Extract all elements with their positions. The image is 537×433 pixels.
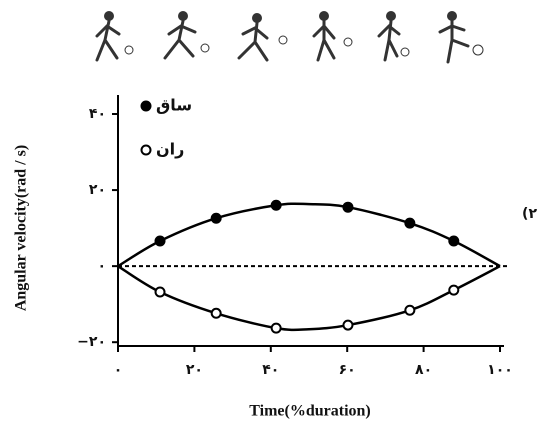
y-tick-label: ۰ (97, 258, 106, 274)
data-point (404, 304, 416, 316)
y-tick-label: ۴۰ (89, 106, 106, 122)
y-axis-title: Angular velocity(rad / s) (13, 145, 30, 311)
data-point (270, 199, 282, 211)
x-axis-title: Time(%duration) (249, 403, 370, 420)
legend-label: ساق (156, 96, 192, 115)
fit-curve (117, 265, 501, 332)
x-tick-label: ۱۰۰ (487, 362, 513, 378)
x-tick-label: ۲۰ (186, 362, 203, 378)
data-point (270, 322, 282, 334)
fit-curve (117, 202, 501, 268)
legend-marker (140, 144, 152, 156)
y-tick-label: ۲۰ (89, 182, 106, 198)
data-point (154, 235, 166, 247)
data-point (448, 235, 460, 247)
data-point (210, 212, 222, 224)
data-point (210, 307, 222, 319)
athlete-figures (95, 11, 484, 64)
x-tick-label: ۶۰ (339, 362, 356, 378)
x-tick-label: ۴۰ (262, 362, 279, 378)
legend-marker (140, 100, 152, 112)
x-tick-label: ۰ (114, 362, 123, 378)
data-point (154, 286, 166, 298)
data-point (404, 217, 416, 229)
legend-label: ران (156, 140, 184, 159)
y-tick-label: −۲۰ (77, 334, 106, 350)
x-tick-label: ۸۰ (415, 362, 432, 378)
data-point (448, 284, 460, 296)
data-point (342, 201, 354, 213)
annotation: (۲ (522, 206, 537, 222)
data-point (342, 319, 354, 331)
